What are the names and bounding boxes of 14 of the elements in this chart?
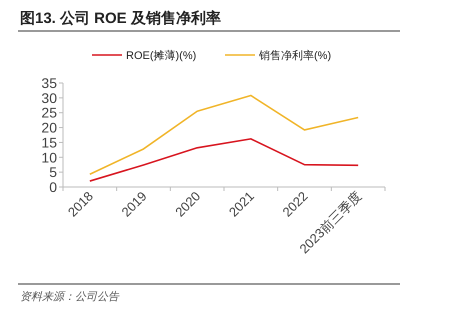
y-tick-label: 10 (41, 149, 58, 166)
y-tick-label: 15 (41, 134, 58, 150)
text: 资料来源：公司公告 (20, 290, 120, 303)
legend-label: 销售净利率(%) (258, 49, 332, 62)
chart-title: 图13. 公司 ROE 及销售净利率 (20, 9, 221, 27)
y-tick-label: 5 (49, 164, 58, 180)
y-tick-label: 35 (41, 75, 58, 91)
y-tick-label: 0 (49, 179, 58, 195)
y-tick-label: 20 (41, 120, 58, 136)
y-tick-label: 25 (41, 104, 58, 121)
legend-label: ROE(摊薄)(%) (126, 49, 196, 62)
line-series (89, 94, 359, 176)
line-series (89, 138, 359, 182)
y-tick-label: 30 (41, 90, 58, 106)
